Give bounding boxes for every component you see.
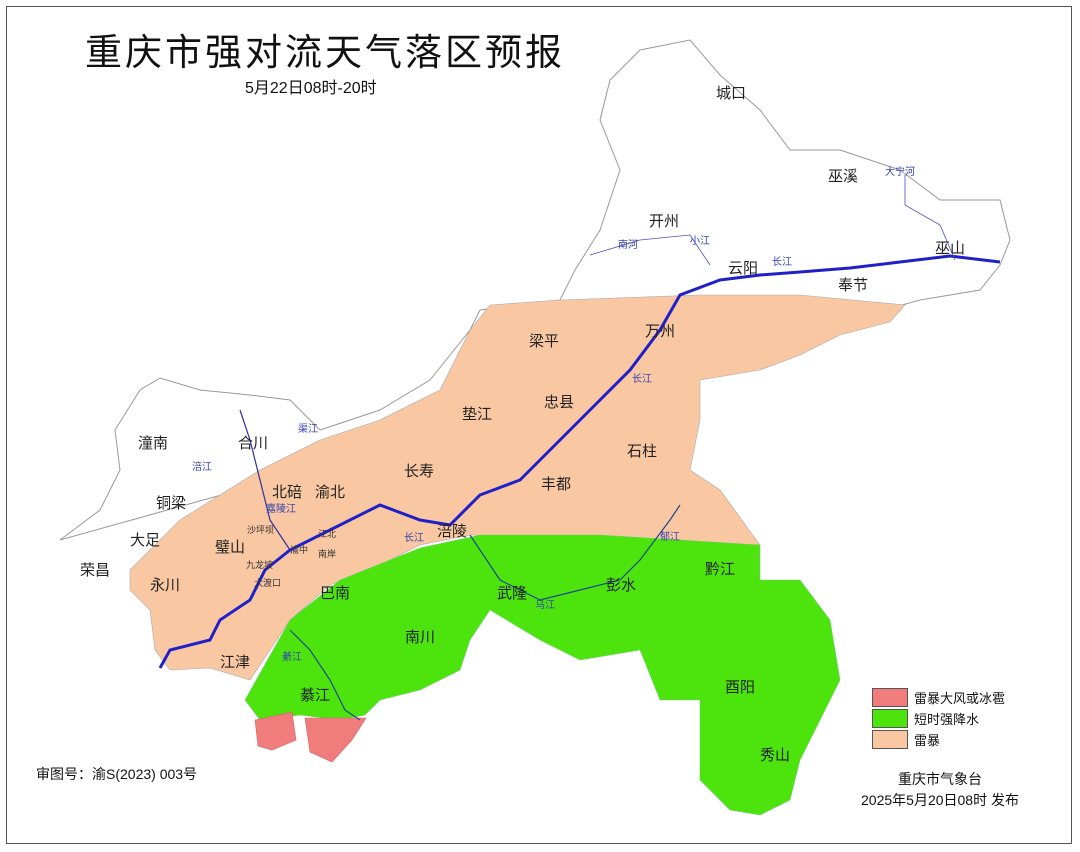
river-label: 长江 (772, 256, 792, 268)
district-label: 北碚 (272, 483, 302, 501)
legend-label: 雷暴大风或冰雹 (914, 692, 1006, 707)
district-label: 开州 (649, 212, 679, 230)
thunderstorm-area (129, 294, 906, 681)
river-label: 南河 (618, 238, 638, 251)
urban-district-label: 沙坪坝 (247, 525, 274, 536)
forecast-period: 5月22日08时-20时 (245, 80, 377, 97)
map-title: 重庆市强对流天气落区预报 (85, 31, 565, 74)
river-label: 嘉陵江 (266, 502, 296, 515)
urban-district-label: 江北 (318, 529, 336, 540)
gale-hail-area (304, 717, 367, 763)
river-label: 綦江 (282, 650, 302, 663)
district-label: 合川 (238, 434, 268, 452)
district-label: 巫溪 (828, 167, 858, 185)
district-label: 璧山 (215, 538, 245, 556)
wu-river (469, 504, 681, 601)
district-label: 云阳 (728, 259, 758, 277)
district-label: 城口 (716, 84, 746, 102)
district-label: 巫山 (935, 239, 965, 257)
urban-district-label: 九龙坡 (246, 559, 273, 571)
jialing-river (239, 409, 291, 551)
qi-river (289, 629, 361, 721)
district-label: 垫江 (462, 405, 492, 423)
river-label: 乌江 (535, 598, 555, 611)
district-label: 荣昌 (80, 561, 110, 579)
legend-label: 雷暴 (914, 734, 941, 749)
district-label: 铜梁 (156, 494, 186, 512)
legend-item-gale-hail: 雷暴大风或冰雹 (872, 687, 1005, 708)
chongqing-outline (59, 39, 1011, 541)
legend: 雷暴大风或冰雹 短时强降水 雷暴 (872, 687, 1005, 750)
district-label: 南川 (405, 628, 435, 646)
district-label: 涪陵 (437, 522, 467, 540)
short-heavy-rain-area (244, 534, 841, 816)
district-label: 黔江 (705, 560, 735, 578)
district-label: 丰都 (541, 475, 571, 493)
river-label: 涪江 (192, 460, 212, 473)
district-label: 潼南 (138, 434, 168, 452)
district-label: 渝北 (315, 483, 345, 501)
district-label: 永川 (150, 576, 180, 594)
district-label: 大足 (130, 531, 160, 549)
district-label: 秀山 (760, 746, 790, 764)
district-label: 武隆 (497, 584, 527, 602)
district-label: 江津 (220, 653, 250, 671)
daning-river (904, 175, 956, 261)
river-label: 郁江 (660, 530, 680, 543)
district-label: 綦江 (300, 686, 330, 704)
district-label: 长寿 (404, 462, 434, 480)
legend-swatch (872, 730, 908, 749)
river-label: 渠江 (298, 423, 318, 435)
district-label: 石柱 (627, 442, 657, 460)
legend-swatch (872, 688, 908, 707)
district-label: 彭水 (606, 576, 636, 594)
district-label: 奉节 (838, 276, 868, 294)
urban-district-label: 大渡口 (254, 577, 281, 589)
river-label: 长江 (632, 373, 652, 385)
district-label: 梁平 (529, 332, 559, 350)
map-frame (6, 6, 1072, 844)
district-label: 巴南 (320, 584, 350, 602)
legend-item-short-heavy-rain: 短时强降水 (872, 708, 1005, 729)
gale-hail-area (254, 711, 297, 751)
district-label: 忠县 (544, 393, 574, 411)
issuer-name: 重庆市气象台 (898, 772, 982, 788)
legend-label: 短时强降水 (914, 713, 980, 728)
issuer-block: 重庆市气象台 2025年5月20日08时 发布 (840, 770, 1040, 810)
xiao-river (589, 234, 711, 266)
issued-time: 2025年5月20日08时 发布 (861, 792, 1019, 808)
yangtze-river (158, 254, 1001, 669)
urban-district-label: 南岸 (318, 548, 336, 560)
legend-swatch (872, 709, 908, 728)
river-label: 小江 (690, 235, 710, 247)
map-approval-number: 审图号：渝S(2023) 003号 (36, 766, 198, 782)
district-label: 万州 (645, 322, 675, 340)
legend-item-thunderstorm: 雷暴 (872, 729, 1005, 750)
river-label: 长江 (404, 532, 424, 544)
district-label: 酉阳 (725, 678, 755, 696)
urban-district-label: 渝中 (290, 544, 308, 556)
river-label: 大宁河 (885, 165, 915, 178)
